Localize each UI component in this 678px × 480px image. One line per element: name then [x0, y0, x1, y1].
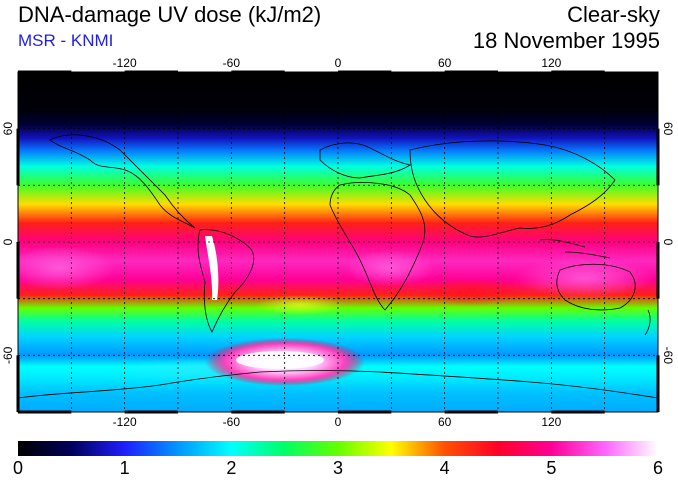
south-america-coast	[197, 229, 255, 333]
colorbar-label: 0	[12, 458, 24, 478]
africa-high-dose-region	[345, 250, 435, 286]
australia-coast	[556, 263, 636, 311]
lon-tick-label-bottom: 120	[541, 415, 561, 429]
colorbar-label: 6	[652, 458, 664, 478]
indonesia-coast	[539, 239, 611, 259]
colorbar-label: 4	[439, 458, 450, 478]
map-date: 18 November 1995	[472, 28, 660, 53]
page-title: DNA-damage UV dose (kJ/m2)	[18, 2, 322, 27]
antarctica-coast	[18, 370, 658, 399]
lon-tick-label-top: 0	[335, 56, 342, 70]
lat-tick-label-right: -60	[661, 347, 675, 365]
lon-tick-label-top: 60	[438, 56, 452, 70]
new-zealand-coast	[644, 309, 651, 336]
indian-ocean-red-region	[415, 278, 525, 306]
gridlines	[18, 72, 658, 412]
dose-field	[18, 72, 658, 412]
lat-tick-label-left: -60	[1, 346, 15, 364]
asia-coast	[409, 140, 616, 238]
frame-ticks: -120 -120 -60 -60 0 0 60 60 120 120 60 60 0 0 -60 -60	[1, 56, 675, 429]
south-atlantic-yellow-region	[255, 295, 345, 315]
lon-tick-label-bottom: 60	[438, 415, 452, 429]
lon-tick-label-top: -120	[113, 56, 137, 70]
colorbar-label: 2	[226, 458, 237, 478]
sky-condition: Clear-sky	[567, 2, 660, 27]
europe-coast	[319, 142, 412, 179]
lon-tick-label-bottom: -60	[223, 415, 241, 429]
lon-tick-label-bottom: -120	[113, 415, 137, 429]
colorbar-label: 1	[119, 458, 130, 478]
lat-tick-label-left: 0	[1, 238, 15, 245]
antarctic-hotspot-core	[236, 351, 324, 369]
pacific-high-dose-region	[18, 246, 115, 290]
lon-tick-label-bottom: 0	[335, 415, 342, 429]
data-source: MSR - KNMI	[18, 31, 114, 50]
north-america-coast	[49, 134, 196, 229]
lat-tick-label-left: 60	[1, 122, 15, 136]
africa-coast	[329, 182, 426, 311]
coastlines	[18, 134, 658, 399]
colorbar-label: 3	[332, 458, 344, 478]
lon-tick-label-top: 120	[541, 56, 561, 70]
colorbar	[18, 441, 658, 456]
andes-high-dose-streak	[205, 236, 219, 300]
lon-tick-label-top: -60	[223, 56, 241, 70]
lat-tick-label-right: 60	[661, 122, 675, 136]
colorbar-label: 5	[546, 458, 557, 478]
lat-tick-label-right: 0	[661, 239, 675, 246]
